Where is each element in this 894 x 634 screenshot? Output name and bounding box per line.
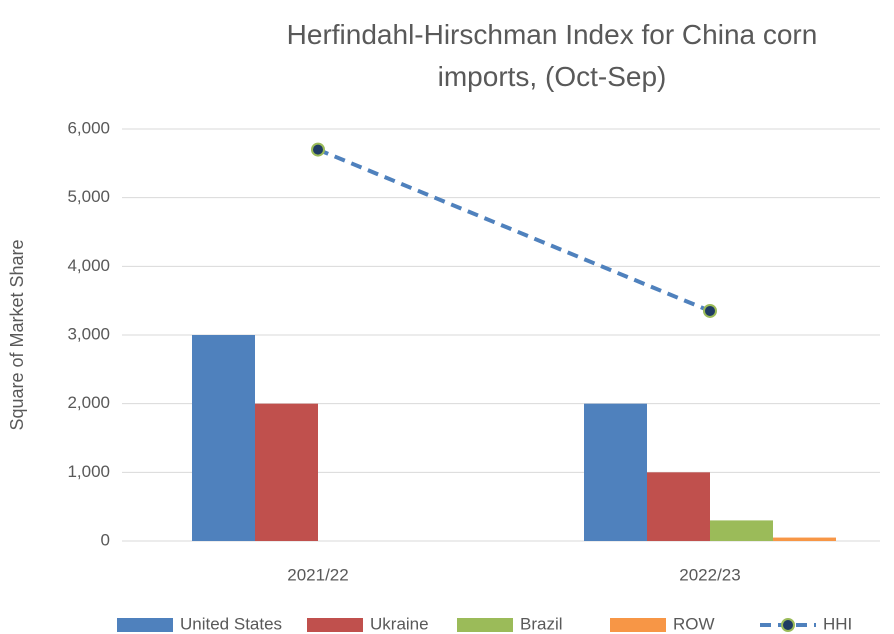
x-tick-label: 2022/23 (679, 565, 740, 584)
legend-label: United States (180, 614, 282, 633)
x-tick-label: 2021/22 (287, 565, 348, 584)
legend-swatch (457, 618, 513, 632)
chart-title: Herfindahl-Hirschman Index for China cor… (286, 19, 818, 92)
y-tick-label: 1,000 (67, 462, 110, 481)
y-tick-label: 0 (101, 530, 110, 549)
bar (647, 472, 710, 541)
y-tick-label: 2,000 (67, 393, 110, 412)
y-tick-label: 6,000 (67, 118, 110, 137)
bar (710, 520, 773, 541)
legend-label: Brazil (520, 614, 563, 633)
y-tick-label: 3,000 (67, 324, 110, 343)
legend-label: ROW (673, 614, 715, 633)
bar (773, 537, 836, 541)
legend-label: HHI (823, 614, 852, 633)
bar (584, 403, 647, 541)
marker (703, 303, 717, 318)
marker (311, 142, 325, 157)
y-tick-label: 4,000 (67, 256, 110, 275)
legend-label: Ukraine (370, 614, 429, 633)
bar (255, 403, 318, 541)
legend-marker (781, 618, 795, 632)
line (317, 147, 711, 313)
legend-swatch (307, 618, 363, 632)
y-tick-label: 5,000 (67, 187, 110, 206)
legend-swatch (117, 618, 173, 632)
legend-swatch (610, 618, 666, 632)
y-axis-title: Square of Market Share (7, 239, 27, 430)
bar (192, 335, 255, 541)
